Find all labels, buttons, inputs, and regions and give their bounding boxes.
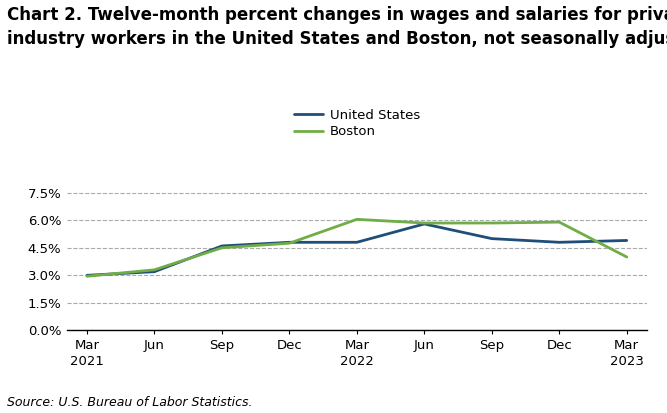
Boston (488, 221, 496, 225)
United States (488, 236, 496, 241)
Boston (420, 221, 428, 225)
United States (353, 240, 361, 245)
United States (623, 238, 631, 243)
Line: United States: United States (87, 224, 627, 275)
United States (285, 240, 293, 245)
Boston (151, 267, 159, 272)
United States (83, 273, 91, 278)
Boston (555, 220, 563, 225)
Boston (353, 217, 361, 222)
Boston (623, 254, 631, 259)
Text: Chart 2. Twelve-month percent changes in wages and salaries for private
industry: Chart 2. Twelve-month percent changes in… (7, 6, 667, 48)
Line: Boston: Boston (87, 219, 627, 276)
United States (218, 244, 226, 249)
United States (151, 269, 159, 274)
Boston (83, 274, 91, 279)
Text: Source: U.S. Bureau of Labor Statistics.: Source: U.S. Bureau of Labor Statistics. (7, 396, 252, 409)
Boston (218, 245, 226, 250)
Boston (285, 241, 293, 246)
United States (420, 221, 428, 226)
United States (555, 240, 563, 245)
Legend: United States, Boston: United States, Boston (294, 109, 420, 138)
